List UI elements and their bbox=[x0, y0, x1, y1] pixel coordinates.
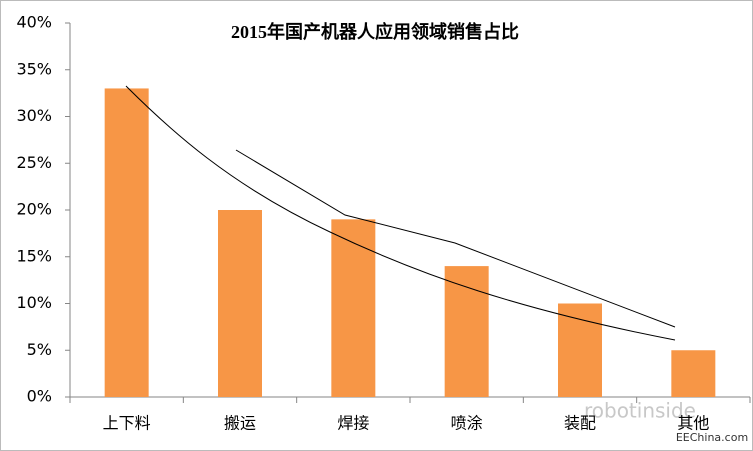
y-tick-label: 0% bbox=[27, 387, 52, 406]
bar bbox=[104, 88, 149, 397]
x-tick-label: 装配 bbox=[564, 414, 596, 433]
x-tick-label: 其他 bbox=[677, 414, 709, 433]
chart-title: 2015年国产机器人应用领域销售占比 bbox=[231, 21, 519, 42]
y-tick-label: 40% bbox=[16, 13, 52, 32]
bar bbox=[558, 303, 602, 397]
watermark-site: EEChina.com bbox=[676, 431, 748, 444]
bar bbox=[444, 266, 489, 397]
y-tick-label: 10% bbox=[16, 293, 52, 312]
x-tick-label: 喷涂 bbox=[451, 414, 483, 433]
x-tick-label: 上下料 bbox=[103, 414, 151, 433]
y-tick-label: 25% bbox=[16, 153, 52, 172]
y-tick-label: 35% bbox=[16, 59, 52, 78]
watermark-logo: robotinside bbox=[584, 399, 696, 423]
y-tick-label: 5% bbox=[27, 340, 52, 359]
y-tick-label: 30% bbox=[16, 106, 52, 125]
y-tick-label: 15% bbox=[16, 246, 52, 265]
x-tick-label: 搬运 bbox=[224, 414, 256, 433]
x-tick-label: 焊接 bbox=[337, 414, 369, 433]
bar bbox=[331, 219, 376, 397]
y-tick-label: 20% bbox=[16, 200, 52, 219]
bar bbox=[218, 210, 262, 397]
trend-curve bbox=[125, 85, 676, 341]
bar bbox=[671, 350, 716, 397]
trend-line bbox=[235, 149, 676, 328]
